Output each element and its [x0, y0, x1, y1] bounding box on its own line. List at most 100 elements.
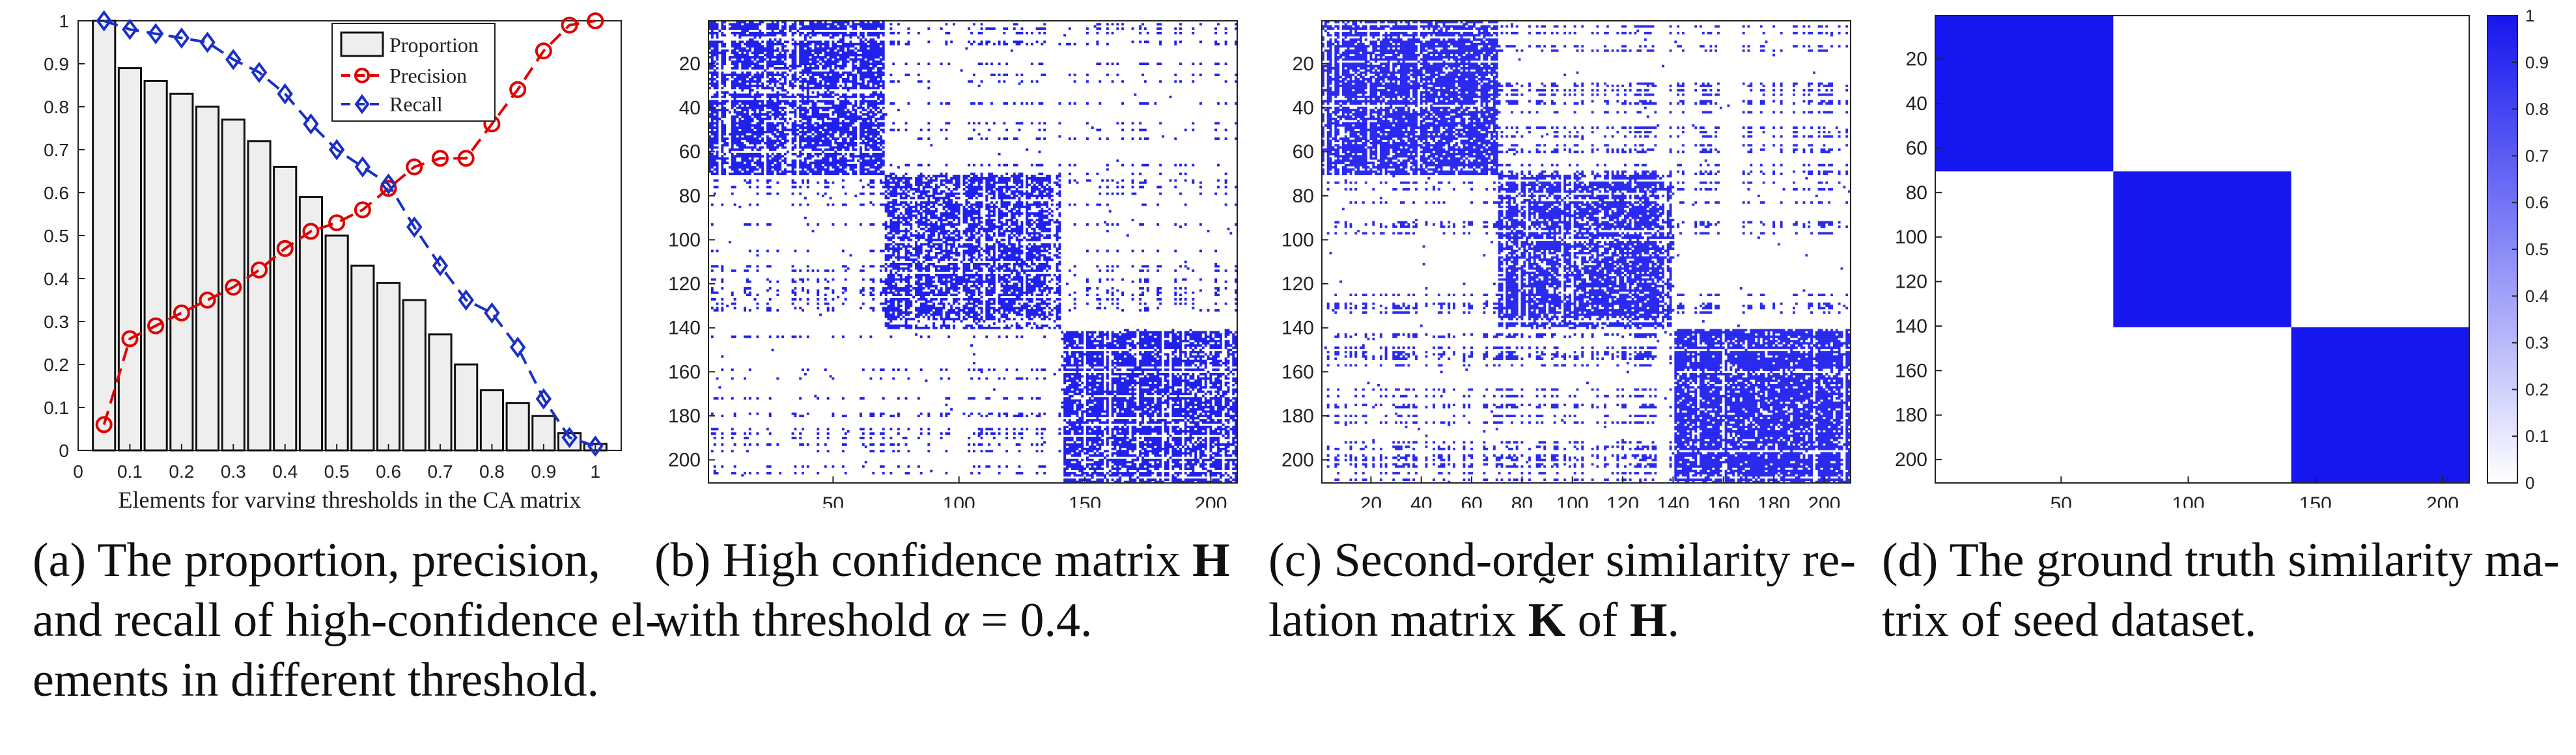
heatmap-cell-run [791, 51, 797, 55]
heatmap-cell-run [1026, 201, 1029, 204]
heatmap-cell-run [738, 36, 742, 39]
x-tick-label: 1 [590, 461, 600, 482]
heatmap-cell-run [907, 450, 910, 453]
heatmap-cell-run [708, 47, 711, 50]
heatmap-cell-run [1334, 58, 1340, 61]
heatmap-cell-run [852, 128, 858, 131]
heatmap-cell-run [947, 335, 951, 338]
heatmap-cell-run [932, 243, 943, 246]
heatmap-cell-run [977, 256, 981, 259]
heatmap-cell-run [973, 221, 975, 224]
heatmap-cell-run [1005, 318, 1011, 321]
heatmap-cell-run [1106, 412, 1109, 415]
heatmap-cell-run [897, 443, 900, 446]
heatmap-cell-run [1141, 456, 1144, 460]
heatmap-cell-run [826, 437, 830, 439]
heatmap-cell-run [1141, 447, 1147, 450]
heatmap-cell-run [806, 120, 812, 122]
heatmap-cell-run [766, 76, 769, 79]
heatmap-cell-run [955, 313, 960, 316]
heatmap-cell-run [806, 74, 809, 76]
heatmap-cell-run [791, 265, 794, 268]
heatmap-cell-run [945, 252, 960, 254]
heatmap-cell-run [1106, 368, 1109, 371]
heatmap-cell-run [992, 232, 996, 235]
heatmap-cell-run [849, 155, 885, 158]
heatmap-cell-run [1164, 478, 1169, 482]
heatmap-cell-run [973, 465, 975, 468]
heatmap-cell-run [892, 368, 895, 371]
heatmap-cell-run [806, 89, 809, 92]
heatmap-cell-run [919, 368, 923, 371]
heatmap-cell-run [841, 249, 845, 253]
heatmap-cell-run [1111, 291, 1114, 294]
heatmap-cell-run [1013, 163, 1018, 167]
heatmap-cell-run [806, 31, 847, 34]
heatmap-cell-run [822, 77, 840, 81]
heatmap-cell-run [721, 131, 727, 133]
heatmap-cell-run [968, 450, 971, 453]
heatmap-cell-run [935, 252, 943, 254]
heatmap-cell-run [860, 289, 865, 292]
heatmap-cell-run [992, 195, 996, 197]
heatmap-cell-run [904, 284, 913, 288]
heatmap-cell-run [1224, 445, 1230, 448]
heatmap-cell-run [1669, 25, 1672, 28]
heatmap-cell-run [1033, 214, 1048, 217]
heatmap-cell-run [1046, 305, 1048, 307]
heatmap-cell-run [1026, 197, 1031, 200]
heatmap-cell-run [721, 80, 727, 83]
heatmap-cell-run [1018, 199, 1021, 202]
heatmap-cell-run [945, 23, 948, 26]
heatmap-cell-run [1369, 67, 1375, 70]
heatmap-cell-run [791, 106, 794, 109]
heatmap-cell-run [937, 291, 951, 294]
heatmap-cell-run [847, 109, 850, 112]
heatmap-cell-run [904, 368, 908, 371]
heatmap-cell-run [710, 291, 719, 294]
heatmap-cell-run [867, 31, 885, 34]
heatmap-cell-run [973, 443, 975, 446]
heatmap-cell-run [844, 117, 873, 120]
heatmap-cell-run [837, 115, 862, 118]
heatmap-cell-run [1035, 219, 1044, 222]
heatmap-cell-run [889, 230, 910, 232]
heatmap-cell-run [1005, 128, 1009, 131]
heatmap-cell-run [875, 117, 885, 120]
heatmap-cell-run [756, 185, 759, 189]
heatmap-cell-run [1324, 29, 1327, 33]
heatmap-cell-run [1035, 273, 1051, 277]
heatmap-cell-run [1071, 351, 1084, 353]
heatmap-cell-run [988, 254, 991, 257]
heatmap-cell-run [1151, 333, 1162, 336]
heatmap-cell-run [1143, 309, 1149, 312]
heatmap-cell-run [980, 430, 983, 433]
heatmap-cell-run [822, 122, 855, 125]
heatmap-cell-run [1217, 23, 1220, 26]
heatmap-cell-run [1164, 465, 1169, 468]
heatmap-cell-run [1043, 472, 1046, 474]
heatmap-cell-run [940, 181, 943, 184]
heatmap-cell-run [892, 187, 897, 191]
heatmap-cell-run [1817, 85, 1821, 87]
heatmap-cell-run [1003, 326, 1011, 329]
heatmap-cell-run [1131, 386, 1134, 389]
heatmap-cell-run [1204, 397, 1207, 400]
heatmap-cell-run [766, 71, 774, 74]
heatmap-cell-run [1591, 49, 1594, 52]
heatmap-cell-run [804, 157, 812, 160]
heatmap-cell-run [849, 113, 858, 116]
heatmap-cell-run [960, 69, 963, 72]
heatmap-cell-run [1096, 434, 1099, 437]
heatmap-cell-run [1106, 426, 1109, 428]
heatmap-cell-run [779, 38, 782, 41]
heatmap-cell-run [1329, 38, 1332, 41]
heatmap-cell-run [1217, 405, 1227, 409]
heatmap-cell-run [1063, 359, 1071, 363]
heatmap-cell-run [799, 85, 804, 87]
heatmap-cell-run [708, 161, 719, 165]
heatmap-cell-run [953, 302, 955, 305]
heatmap-cell-run [1116, 74, 1119, 76]
heatmap-cell-run [829, 375, 832, 378]
heatmap-cell-run [884, 254, 895, 257]
